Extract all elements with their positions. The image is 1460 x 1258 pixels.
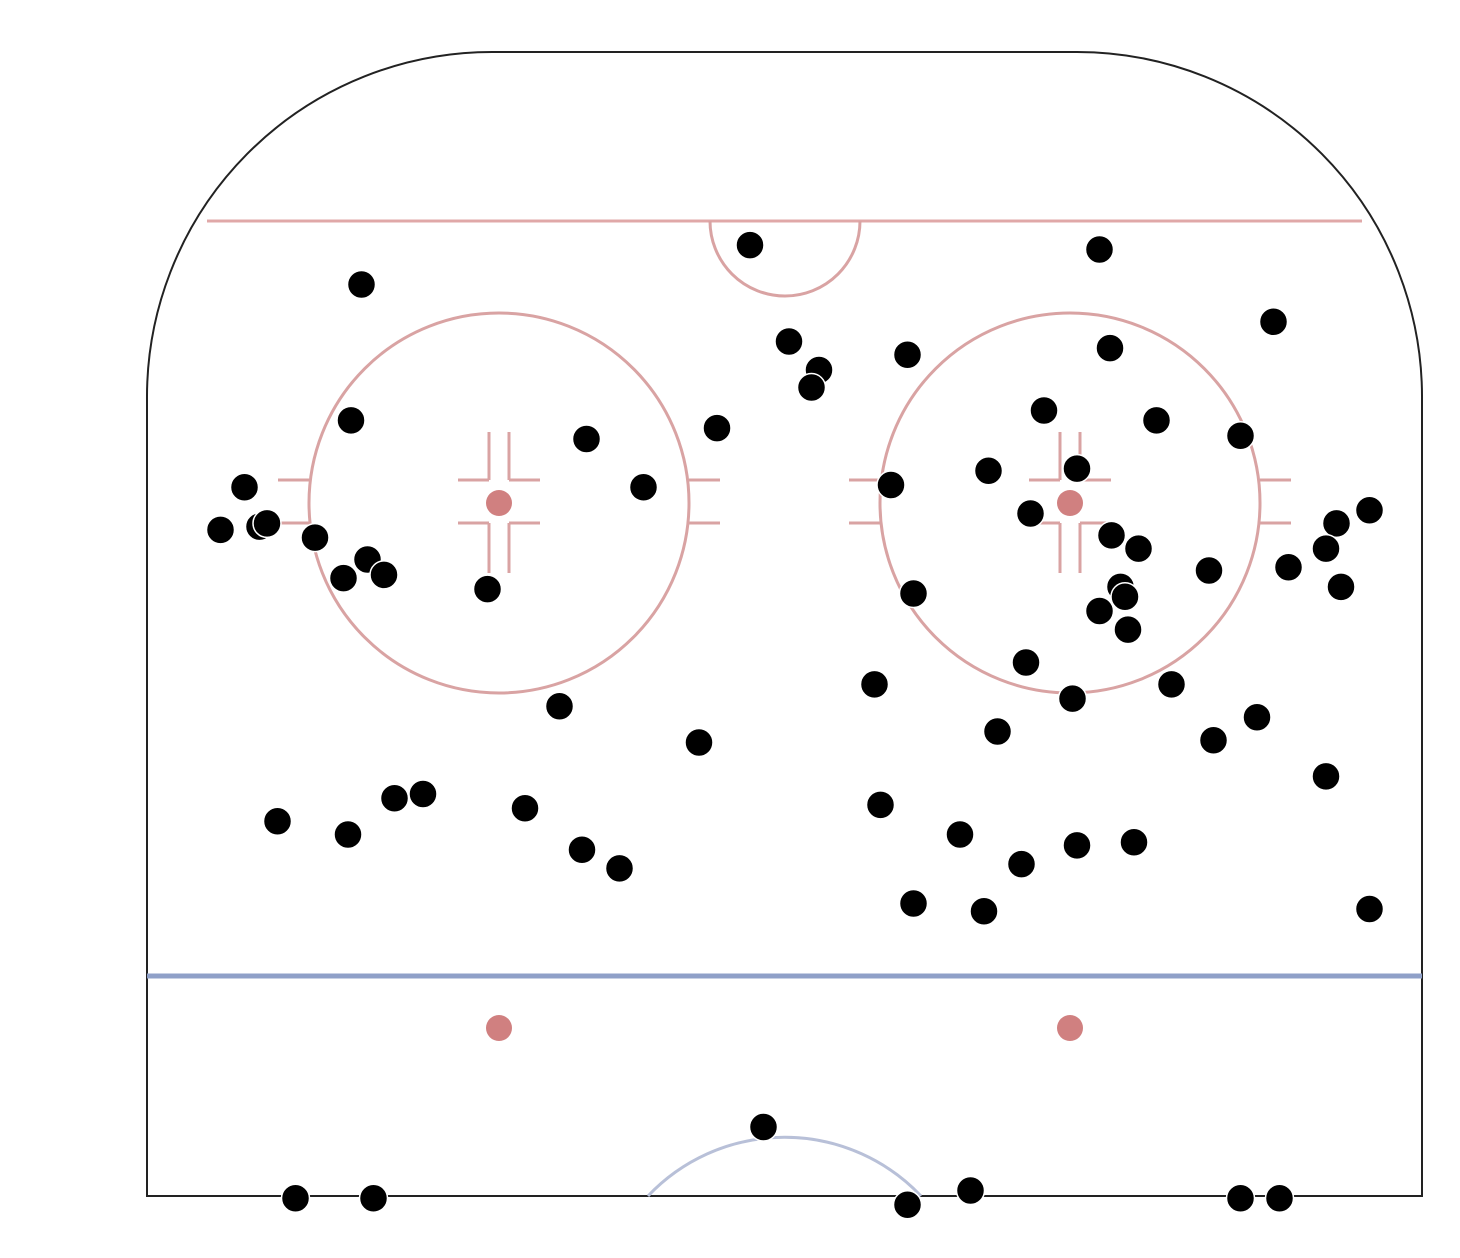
faceoff-circle-left bbox=[307, 311, 691, 695]
shot-point bbox=[774, 326, 804, 357]
shot-point bbox=[892, 339, 923, 370]
shot-point bbox=[510, 793, 540, 823]
neutral-zone-dot-left bbox=[486, 1015, 512, 1041]
shot-point bbox=[859, 669, 890, 700]
shot-point bbox=[969, 896, 999, 926]
goal-crease bbox=[708, 220, 862, 298]
shot-point bbox=[408, 779, 438, 809]
shot-point bbox=[1273, 552, 1304, 582]
shot-point bbox=[1225, 420, 1256, 451]
shot-point bbox=[735, 230, 765, 260]
shot-point bbox=[1264, 1183, 1295, 1213]
shot-point bbox=[262, 806, 293, 837]
shot-point bbox=[604, 853, 635, 884]
shot-point bbox=[252, 508, 282, 539]
shot-point bbox=[748, 1112, 779, 1142]
shot-point bbox=[300, 522, 330, 553]
shot-point bbox=[280, 1183, 311, 1213]
shot-point bbox=[567, 835, 597, 865]
shot-point bbox=[1015, 498, 1046, 529]
shot-point bbox=[1057, 683, 1088, 714]
shot-point bbox=[876, 470, 906, 500]
neutral-zone-dot-right bbox=[1057, 1015, 1083, 1041]
shot-point bbox=[379, 783, 410, 814]
shot-point bbox=[628, 472, 659, 502]
shot-point bbox=[1123, 533, 1154, 564]
shot-point bbox=[945, 819, 975, 850]
shot-point bbox=[684, 727, 714, 758]
shot-point bbox=[346, 269, 377, 300]
shot-point bbox=[1141, 405, 1172, 436]
shot-point bbox=[1029, 395, 1059, 426]
shot-point bbox=[982, 716, 1013, 747]
shot-point bbox=[1258, 307, 1289, 337]
shot-point bbox=[796, 372, 827, 403]
shot-point bbox=[1326, 572, 1356, 602]
shot-point bbox=[955, 1175, 986, 1206]
faceoff-dot-left bbox=[486, 490, 512, 516]
shot-point bbox=[1110, 582, 1140, 612]
shot-point bbox=[973, 456, 1004, 486]
shot-point bbox=[1198, 725, 1229, 756]
shot-point bbox=[1084, 234, 1115, 265]
shot-point bbox=[1006, 849, 1037, 879]
shot-point bbox=[1095, 333, 1125, 363]
shot-point bbox=[1354, 894, 1385, 924]
shot-point bbox=[472, 574, 503, 604]
shot-point bbox=[898, 888, 929, 919]
faceoff-dot-right bbox=[1057, 490, 1083, 516]
shot-point bbox=[369, 560, 399, 590]
shot-point bbox=[358, 1183, 389, 1213]
shot-point bbox=[205, 515, 236, 545]
shot-point bbox=[544, 691, 575, 722]
shot-point bbox=[865, 790, 896, 820]
shot-point bbox=[892, 1190, 923, 1220]
shot-point bbox=[1096, 520, 1127, 551]
shot-point bbox=[1084, 596, 1115, 626]
rink-boards bbox=[145, 51, 1424, 1197]
shot-point bbox=[328, 563, 359, 593]
shot-point bbox=[571, 424, 602, 454]
shot-point bbox=[1156, 669, 1187, 700]
shot-point bbox=[1062, 453, 1092, 484]
shot-point bbox=[898, 578, 929, 609]
center-ice-circle-arc bbox=[646, 1135, 923, 1198]
shot-point bbox=[1062, 830, 1092, 861]
shot-point bbox=[1321, 508, 1352, 539]
shot-points bbox=[205, 230, 1385, 1220]
shot-point bbox=[1311, 761, 1341, 792]
shot-point bbox=[1242, 702, 1272, 733]
shot-point bbox=[1225, 1183, 1256, 1213]
shot-point bbox=[1194, 555, 1224, 586]
shot-point bbox=[1011, 647, 1041, 678]
shot-point bbox=[702, 413, 732, 443]
rink-markings bbox=[145, 51, 1424, 1198]
shot-point bbox=[1113, 614, 1143, 645]
shot-point bbox=[1354, 495, 1385, 525]
shot-point bbox=[336, 405, 366, 436]
shot-point bbox=[1311, 533, 1341, 564]
shot-point bbox=[229, 472, 260, 502]
shot-point bbox=[1119, 827, 1149, 857]
shot-point bbox=[333, 819, 363, 850]
